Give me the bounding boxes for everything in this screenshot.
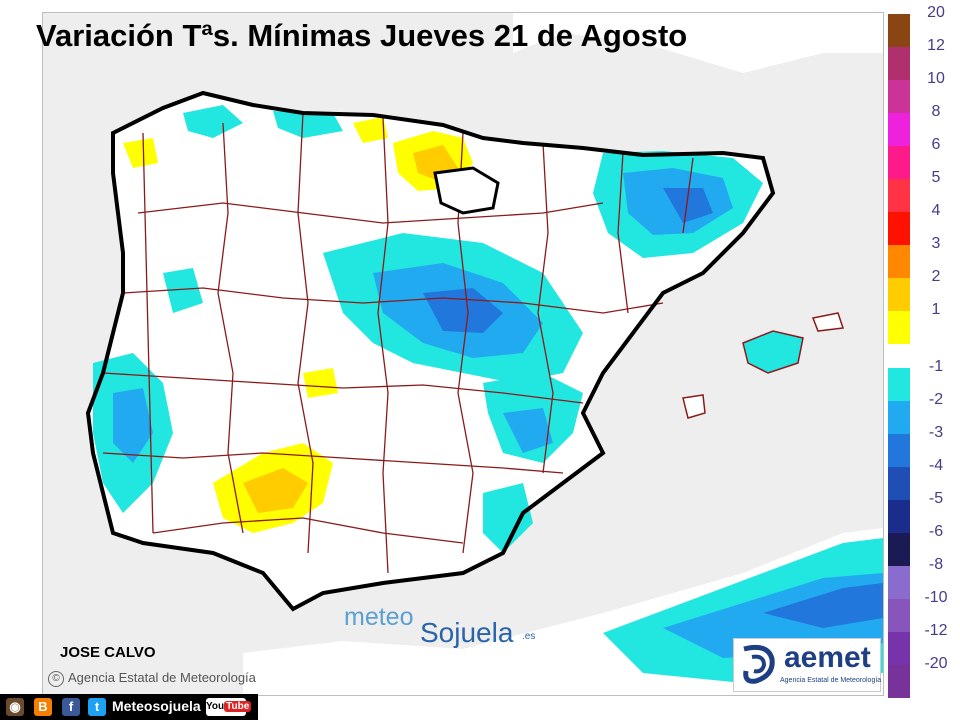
legend-label: -2 (928, 391, 944, 408)
legend-swatch (888, 401, 910, 434)
cold-area-galicia (183, 105, 243, 138)
legend-label: -10 (924, 589, 948, 606)
legend-swatch (888, 311, 910, 344)
island-ibiza (682, 394, 706, 419)
legend-swatch (888, 665, 910, 698)
legend-swatch (888, 14, 910, 47)
legend-label: -1 (928, 358, 944, 375)
social-bar: ◉ B f t Meteosojuela You Tube (0, 694, 258, 720)
watermark-part2: Sojuela (420, 617, 514, 648)
facebook-icon[interactable]: f (62, 698, 80, 716)
cold-area-catalonia-3 (663, 188, 713, 223)
island-mallorca (742, 330, 804, 374)
cold-area-portugal-2 (113, 388, 153, 463)
map-title: Variación Tªs. Mínimas Jueves 21 de Agos… (36, 18, 688, 53)
watermark-part1: meteo (344, 603, 414, 631)
legend-swatch (888, 467, 910, 500)
twitter-icon[interactable]: t (88, 698, 106, 716)
meteosojuela-watermark: meteo Sojuela .es (344, 603, 535, 648)
legend-swatch (888, 212, 910, 245)
youtube-tube: Tube (224, 701, 252, 712)
legend-swatch (888, 80, 910, 113)
social-name: Meteosojuela (112, 698, 201, 714)
legend-label: 1 (931, 301, 941, 318)
legend-label: -12 (924, 622, 948, 639)
youtube-icon[interactable]: You Tube (206, 698, 252, 716)
cold-area-south (483, 483, 533, 553)
legend-label: -8 (928, 556, 944, 573)
aemet-logo: aemet Agencia Estatal de Meteorología (733, 638, 881, 692)
iberia-coastline (85, 90, 776, 612)
legend-label: 8 (931, 103, 941, 120)
credit-text: Agencia Estatal de Meteorología (68, 670, 256, 685)
legend-swatch (888, 368, 910, 401)
youtube-you: You (206, 701, 225, 712)
legend-label: 2 (931, 268, 941, 285)
map-frame (42, 12, 884, 696)
cold-area-extremadura (163, 268, 203, 313)
island-menorca (811, 312, 845, 332)
instagram-icon[interactable]: ◉ (6, 698, 24, 716)
warm-area-castilla (303, 368, 338, 398)
legend-label: 12 (927, 37, 945, 54)
legend-swatch (888, 179, 910, 212)
legend-label: 20 (927, 4, 945, 21)
cold-area-asturias (273, 111, 343, 138)
warm-area-galicia (123, 138, 158, 168)
legend-swatch (888, 146, 910, 179)
legend-swatch (888, 533, 910, 566)
aemet-name: aemet (784, 641, 871, 674)
credit-line: © Agencia Estatal de Meteorología (48, 670, 256, 687)
legend-swatch (888, 599, 910, 632)
watermark-part3: .es (522, 631, 536, 642)
blogger-icon[interactable]: B (34, 698, 52, 716)
legend-label: -6 (928, 523, 944, 540)
legend-swatch (888, 632, 910, 665)
color-legend: 20 12 10 8 6 5 4 3 2 1 -1 -2 -3 -4 -5 -6 -8 -10 -12 -20 (886, 4, 960, 698)
aemet-subtitle: Agencia Estatal de Meteorología (780, 677, 882, 684)
cold-area-east-2 (503, 408, 553, 453)
author-label: JOSE CALVO (60, 644, 156, 661)
legend-label: -5 (928, 490, 944, 507)
legend-label: -20 (924, 655, 948, 672)
legend-swatch (888, 500, 910, 533)
aemet-swirl-icon (743, 644, 775, 684)
legend-label: 10 (927, 70, 945, 87)
legend-label: 6 (931, 136, 941, 153)
france-land (513, 13, 883, 73)
la-rioja-outline (433, 166, 500, 215)
legend-label: 4 (931, 202, 941, 219)
legend-label: -4 (928, 457, 944, 474)
legend-swatch (888, 47, 910, 80)
legend-label: 3 (931, 235, 941, 252)
region-borders (102, 112, 694, 574)
warm-area-andalusia-2 (243, 468, 308, 513)
legend-label: 5 (931, 169, 941, 186)
warm-area-cantabria (353, 117, 388, 143)
legend-swatch (888, 278, 910, 311)
africa-cold-area-3 (763, 583, 883, 628)
copyright-icon: © (48, 670, 64, 687)
legend-label: -3 (928, 424, 944, 441)
legend-swatch (888, 245, 910, 278)
legend-swatch (888, 434, 910, 467)
cold-area-central-3 (423, 288, 503, 333)
temperature-map (43, 13, 883, 695)
legend-swatch (888, 113, 910, 146)
legend-swatch (888, 566, 910, 599)
